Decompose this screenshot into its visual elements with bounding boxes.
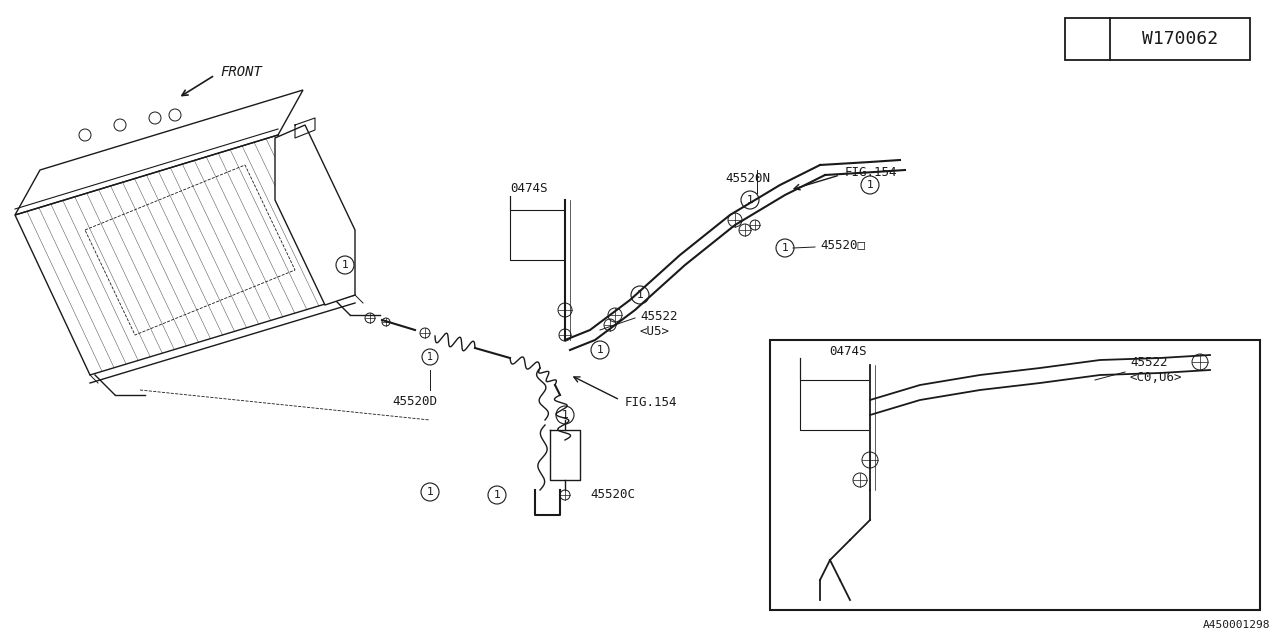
Bar (771, 340, 1260, 610)
Text: 1: 1 (636, 290, 644, 300)
Text: 0474S: 0474S (509, 182, 548, 195)
Text: 45520D: 45520D (393, 395, 438, 408)
Text: 45522
<C0,U6>: 45522 <C0,U6> (1130, 356, 1183, 384)
Text: 45520C: 45520C (590, 488, 635, 502)
Text: 1: 1 (428, 352, 433, 362)
Text: W170062: W170062 (1142, 30, 1219, 48)
Text: 1: 1 (867, 180, 873, 190)
Text: 1: 1 (494, 490, 500, 500)
Text: 1: 1 (596, 345, 603, 355)
Text: FRONT: FRONT (220, 65, 262, 79)
Text: 1: 1 (746, 195, 754, 205)
Text: 1: 1 (426, 487, 434, 497)
Text: 0474S: 0474S (829, 345, 867, 358)
Text: FIG.154: FIG.154 (845, 166, 897, 179)
Text: 1: 1 (342, 260, 348, 270)
Bar (1065, 18, 1251, 60)
Text: 1: 1 (562, 410, 568, 420)
Text: 45520□: 45520□ (820, 239, 865, 252)
Text: 1: 1 (782, 243, 788, 253)
Text: A450001298: A450001298 (1202, 620, 1270, 630)
Polygon shape (275, 125, 355, 305)
Text: FIG.154: FIG.154 (625, 396, 677, 408)
Text: 45522
<U5>: 45522 <U5> (640, 310, 677, 338)
Text: 45520N: 45520N (726, 172, 771, 185)
Text: 1: 1 (1083, 32, 1092, 46)
